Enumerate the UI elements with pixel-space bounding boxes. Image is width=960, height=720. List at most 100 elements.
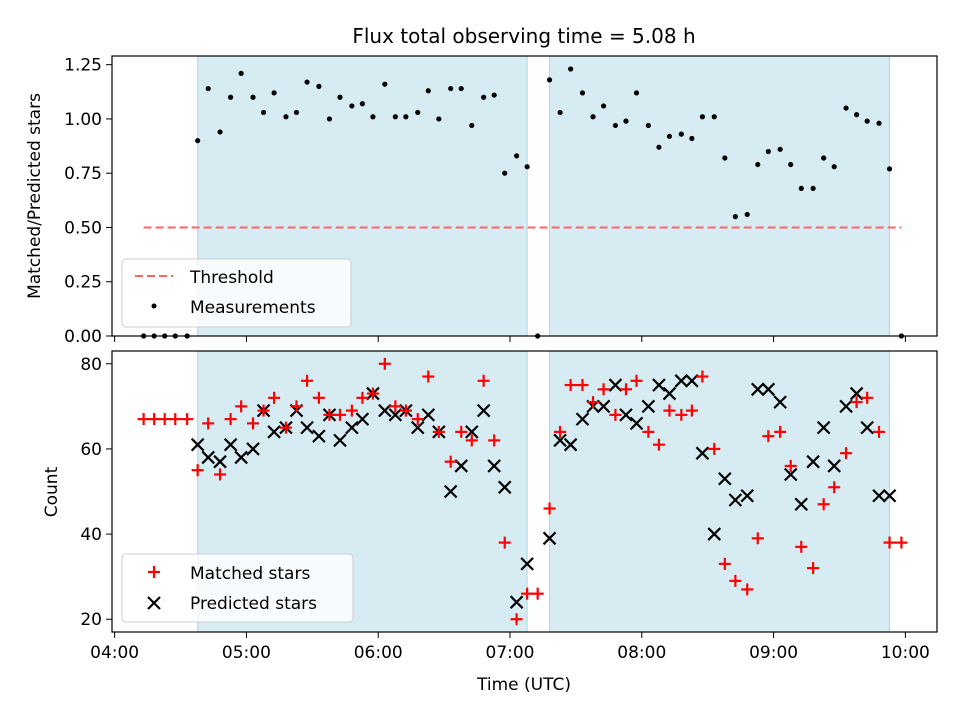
y-tick-label: 0.75 xyxy=(64,164,102,184)
y-tick-label: 0.50 xyxy=(64,218,102,238)
predicted-stars-point xyxy=(652,378,666,392)
measurement-point xyxy=(403,114,409,120)
predicted-cross-stroke xyxy=(596,399,611,414)
predicted-cross-stroke xyxy=(783,467,798,482)
predicted-stars-point xyxy=(740,488,755,503)
shaded-interval xyxy=(549,351,890,632)
matched-stars-point xyxy=(366,387,379,400)
predicted-cross-stroke xyxy=(882,488,897,503)
measurement-point xyxy=(293,109,300,116)
measurement-point xyxy=(557,109,563,116)
measurement-point xyxy=(491,92,497,98)
matched-stars-point xyxy=(718,557,731,570)
matched-stars-point xyxy=(301,374,314,387)
predicted-stars-point xyxy=(806,454,820,469)
predicted-cross-stroke xyxy=(827,459,841,473)
predicted-cross-stroke xyxy=(652,378,666,392)
measurement-point xyxy=(886,166,893,172)
predicted-stars-point xyxy=(827,459,841,473)
matched-stars-point xyxy=(465,434,478,447)
x-tick-label: 04:00 xyxy=(90,643,139,663)
matched-stars-point xyxy=(883,536,896,549)
matched-stars-point xyxy=(477,374,490,387)
measurement-point xyxy=(755,161,761,168)
matched-stars-point xyxy=(576,379,589,392)
predicted-cross-stroke xyxy=(465,425,479,439)
shaded-interval xyxy=(549,56,890,336)
matched-stars-point xyxy=(861,391,874,404)
matched-stars-point xyxy=(795,540,808,553)
predicted-cross-stroke xyxy=(300,420,314,435)
predicted-stars-point xyxy=(882,488,897,503)
matched-stars-point xyxy=(224,413,237,426)
measurement-point xyxy=(821,155,827,161)
matched-stars-point xyxy=(564,379,577,392)
matched-stars-point xyxy=(455,425,468,438)
y-tick-label: 80 xyxy=(80,355,102,375)
predicted-stars-point xyxy=(728,493,743,507)
measurement-point xyxy=(831,164,837,170)
matched-stars-point xyxy=(510,613,523,626)
predicted-cross-stroke xyxy=(410,420,425,435)
matched-stars-point xyxy=(531,587,544,600)
matched-stars-point xyxy=(850,396,863,409)
predicted-cross-stroke xyxy=(476,403,491,418)
matched-stars-point xyxy=(817,498,830,511)
measurement-point xyxy=(711,114,717,120)
matched-stars-point xyxy=(488,434,501,447)
predicted-cross-stroke xyxy=(794,497,809,512)
measurement-point xyxy=(722,155,728,161)
measurement-point xyxy=(678,131,684,137)
measurement-point xyxy=(876,120,882,126)
measurement-point xyxy=(337,94,343,100)
predicted-stars-point xyxy=(355,412,370,426)
predicted-stars-point xyxy=(619,408,633,422)
top-panel: 0.00 0.25 0.50 0.75 1.00 1.25 Matched/Predict… xyxy=(25,55,938,347)
predicted-stars-point xyxy=(312,429,326,443)
measurement-point xyxy=(777,146,783,152)
top-plot-frame xyxy=(111,55,938,337)
predicted-stars-point xyxy=(267,425,281,439)
measurement-point xyxy=(205,85,211,92)
matched-stars-point xyxy=(630,374,643,387)
measurement-point xyxy=(600,103,607,109)
legend-matched-swatch xyxy=(148,566,160,578)
matched-stars-point xyxy=(422,370,435,383)
top-x-axis-ticks xyxy=(114,336,906,342)
predicted-cross-stroke xyxy=(740,488,755,503)
matched-stars-point xyxy=(389,400,402,413)
predicted-stars-point xyxy=(300,420,314,435)
matched-stars-point xyxy=(685,404,698,417)
predicted-stars-point xyxy=(246,442,260,456)
measurement-point xyxy=(623,118,629,124)
measurement-point xyxy=(666,133,673,139)
predicted-stars-point xyxy=(345,420,359,435)
predicted-stars-point xyxy=(378,403,392,418)
x-tick-label: 09:00 xyxy=(749,643,798,663)
measurement-point xyxy=(217,129,223,135)
x-axis-label: Time (UTC) xyxy=(476,675,571,695)
predicted-stars-point xyxy=(761,382,776,397)
predicted-stars-point xyxy=(223,437,238,452)
matched-stars-point xyxy=(498,536,511,549)
predicted-stars-point xyxy=(707,527,722,541)
predicted-cross-stroke xyxy=(443,484,458,499)
matched-stars-point xyxy=(378,357,391,370)
predicted-stars-point xyxy=(509,595,524,609)
predicted-stars-point xyxy=(750,382,765,397)
measurements-series xyxy=(141,66,905,339)
bottom-legend-box xyxy=(121,553,354,623)
predicted-stars-point xyxy=(608,378,623,392)
predicted-cross-stroke xyxy=(750,382,765,397)
predicted-stars-point xyxy=(674,374,689,388)
measurement-point xyxy=(370,114,376,120)
x-tick-label: 07:00 xyxy=(486,643,535,663)
matched-stars-point xyxy=(158,413,171,426)
predicted-stars-point xyxy=(454,459,469,473)
matched-stars-point xyxy=(840,447,853,460)
measurement-point xyxy=(810,185,816,192)
predicted-cross-stroke xyxy=(718,471,732,486)
predicted-cross-stroke xyxy=(388,408,403,422)
measurement-point xyxy=(349,103,355,109)
measurement-point xyxy=(250,94,256,100)
